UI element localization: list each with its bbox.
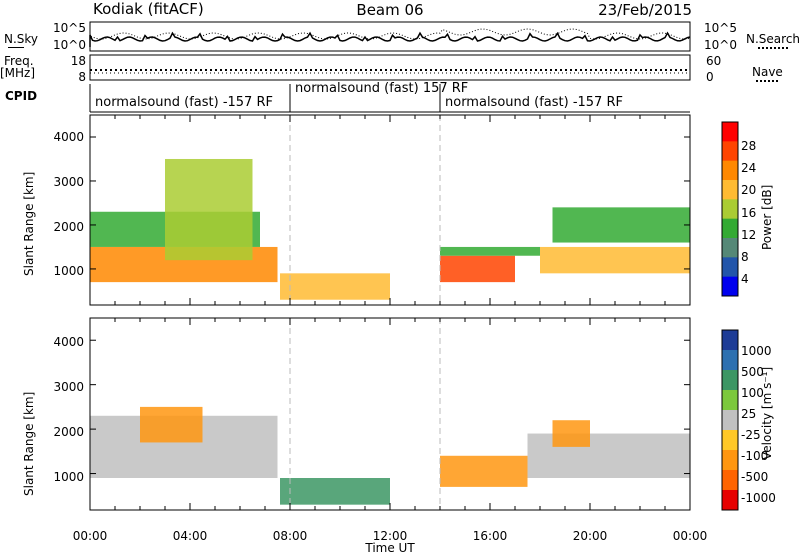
velocity-colorbar-swatch xyxy=(722,410,738,431)
velocity-colorbar-frame xyxy=(721,329,739,511)
beam-title: Beam 06 xyxy=(356,1,424,19)
station-title: Kodiak (fitACF) xyxy=(93,0,204,18)
xlabel: Time UT xyxy=(365,541,415,555)
nsearch-dotted-legend xyxy=(758,47,788,49)
velocity-colorbar-swatch xyxy=(722,470,738,491)
velocity-region xyxy=(280,478,390,505)
power-cbar-tick: 28 xyxy=(741,139,757,153)
power-region xyxy=(280,273,390,300)
velocity-colorbar-swatch xyxy=(722,490,738,511)
xtick: 20:00 xyxy=(572,529,608,543)
power-region xyxy=(552,207,690,243)
velocity-cbar-tick: 100 xyxy=(741,386,764,400)
velocity-ytick: 3000 xyxy=(53,380,84,394)
xtick: 08:00 xyxy=(272,529,308,543)
power-cbar-tick: 16 xyxy=(741,206,757,220)
velocity-colorbar-swatch xyxy=(722,330,738,351)
cpid-segment-2: normalsound (fast) 157 RF xyxy=(295,81,469,96)
power-cbar-tick: 20 xyxy=(741,183,757,197)
velocity-region xyxy=(140,406,203,443)
nsearch-label: N.Search xyxy=(746,32,800,46)
nave-tick-top: 60 xyxy=(706,54,722,68)
velocity-colorbar-swatch xyxy=(722,350,738,371)
velocity-ytick: 1000 xyxy=(53,470,84,484)
power-ytick: 1000 xyxy=(53,264,84,278)
power-cbar-tick: 12 xyxy=(741,228,757,242)
cpid-label: CPID xyxy=(5,89,38,103)
velocity-cbar-tick: -1000 xyxy=(741,491,776,505)
freq-tick-bottom: 8 xyxy=(78,70,86,84)
cpid-segment-1: normalsound (fast) -157 RF xyxy=(95,95,273,110)
freq-label: Freq. xyxy=(4,54,34,68)
freq-unit: [MHz] xyxy=(0,66,36,80)
velocity-cbar-tick: -25 xyxy=(741,428,761,442)
velocity-colorbar-swatch xyxy=(722,450,738,471)
velocity-colorbar-swatch xyxy=(722,390,738,411)
xtick: 00:00 xyxy=(72,529,108,543)
nsky-tick-right-top: 10^5 xyxy=(704,21,737,35)
velocity-region xyxy=(440,455,528,487)
power-colorbar-swatch xyxy=(722,238,738,258)
velocity-cbar-tick: -100 xyxy=(741,449,769,463)
power-ytick: 3000 xyxy=(53,175,84,189)
nsky-label: N.Sky xyxy=(4,32,39,46)
velocity-ytick: 2000 xyxy=(53,425,84,439)
power-region xyxy=(165,158,253,261)
xtick: 16:00 xyxy=(472,529,508,543)
velocity-cbar-tick: -500 xyxy=(741,470,769,484)
power-colorbar-swatch xyxy=(722,180,738,200)
power-region xyxy=(540,246,690,274)
nsky-underline xyxy=(8,47,24,48)
freq-panel-frame xyxy=(89,54,691,81)
velocity-cbar-tick: 25 xyxy=(741,407,757,421)
power-colorbar-swatch xyxy=(722,141,738,162)
velocity-cbar-label: Velocity [m s⁻¹] xyxy=(760,366,774,460)
velocity-colorbar-swatch xyxy=(722,370,738,391)
nave-label: Nave xyxy=(752,65,783,79)
power-region xyxy=(440,255,515,283)
power-cbar-tick: 8 xyxy=(741,250,749,264)
power-colorbar-swatch xyxy=(722,199,738,220)
power-colorbar-swatch xyxy=(722,160,738,181)
power-colorbar-swatch xyxy=(722,218,738,239)
velocity-ylabel: Slant Range [km] xyxy=(22,391,36,496)
nave-dotted-legend xyxy=(756,80,778,82)
xtick: 04:00 xyxy=(172,529,208,543)
velocity-cbar-tick: 500 xyxy=(741,365,764,379)
power-colorbar-swatch xyxy=(722,257,738,278)
power-cbar-tick: 4 xyxy=(741,272,749,286)
power-ytick: 4000 xyxy=(53,130,84,144)
power-colorbar-frame xyxy=(721,121,739,297)
power-colorbar-swatch xyxy=(722,276,738,297)
velocity-cbar-tick: 1000 xyxy=(741,344,772,358)
velocity-colorbar-swatch xyxy=(722,430,738,451)
freq-tick-top: 18 xyxy=(70,54,86,68)
date-title: 23/Feb/2015 xyxy=(598,1,692,19)
velocity-region xyxy=(527,433,690,478)
velocity-ytick: 4000 xyxy=(53,335,84,349)
power-ylabel: Slant Range [km] xyxy=(22,171,36,276)
velocity-region xyxy=(552,420,590,447)
power-cbar-label: Power [dB] xyxy=(760,184,774,250)
power-region xyxy=(440,246,540,256)
nsky-tick-bottom: 10^0 xyxy=(53,38,86,52)
nsky-trace xyxy=(89,31,691,47)
power-cbar-tick: 24 xyxy=(741,161,757,175)
nsky-tick-top: 10^5 xyxy=(53,21,86,35)
nave-tick-bottom: 0 xyxy=(706,70,714,84)
nsky-tick-right-bottom: 10^0 xyxy=(704,38,737,52)
cpid-segment-3: normalsound (fast) -157 RF xyxy=(445,95,623,110)
power-colorbar-swatch xyxy=(722,122,738,142)
power-ytick: 2000 xyxy=(53,220,84,234)
xtick: 12:00 xyxy=(372,529,408,543)
xtick: 00:00 xyxy=(672,529,708,543)
